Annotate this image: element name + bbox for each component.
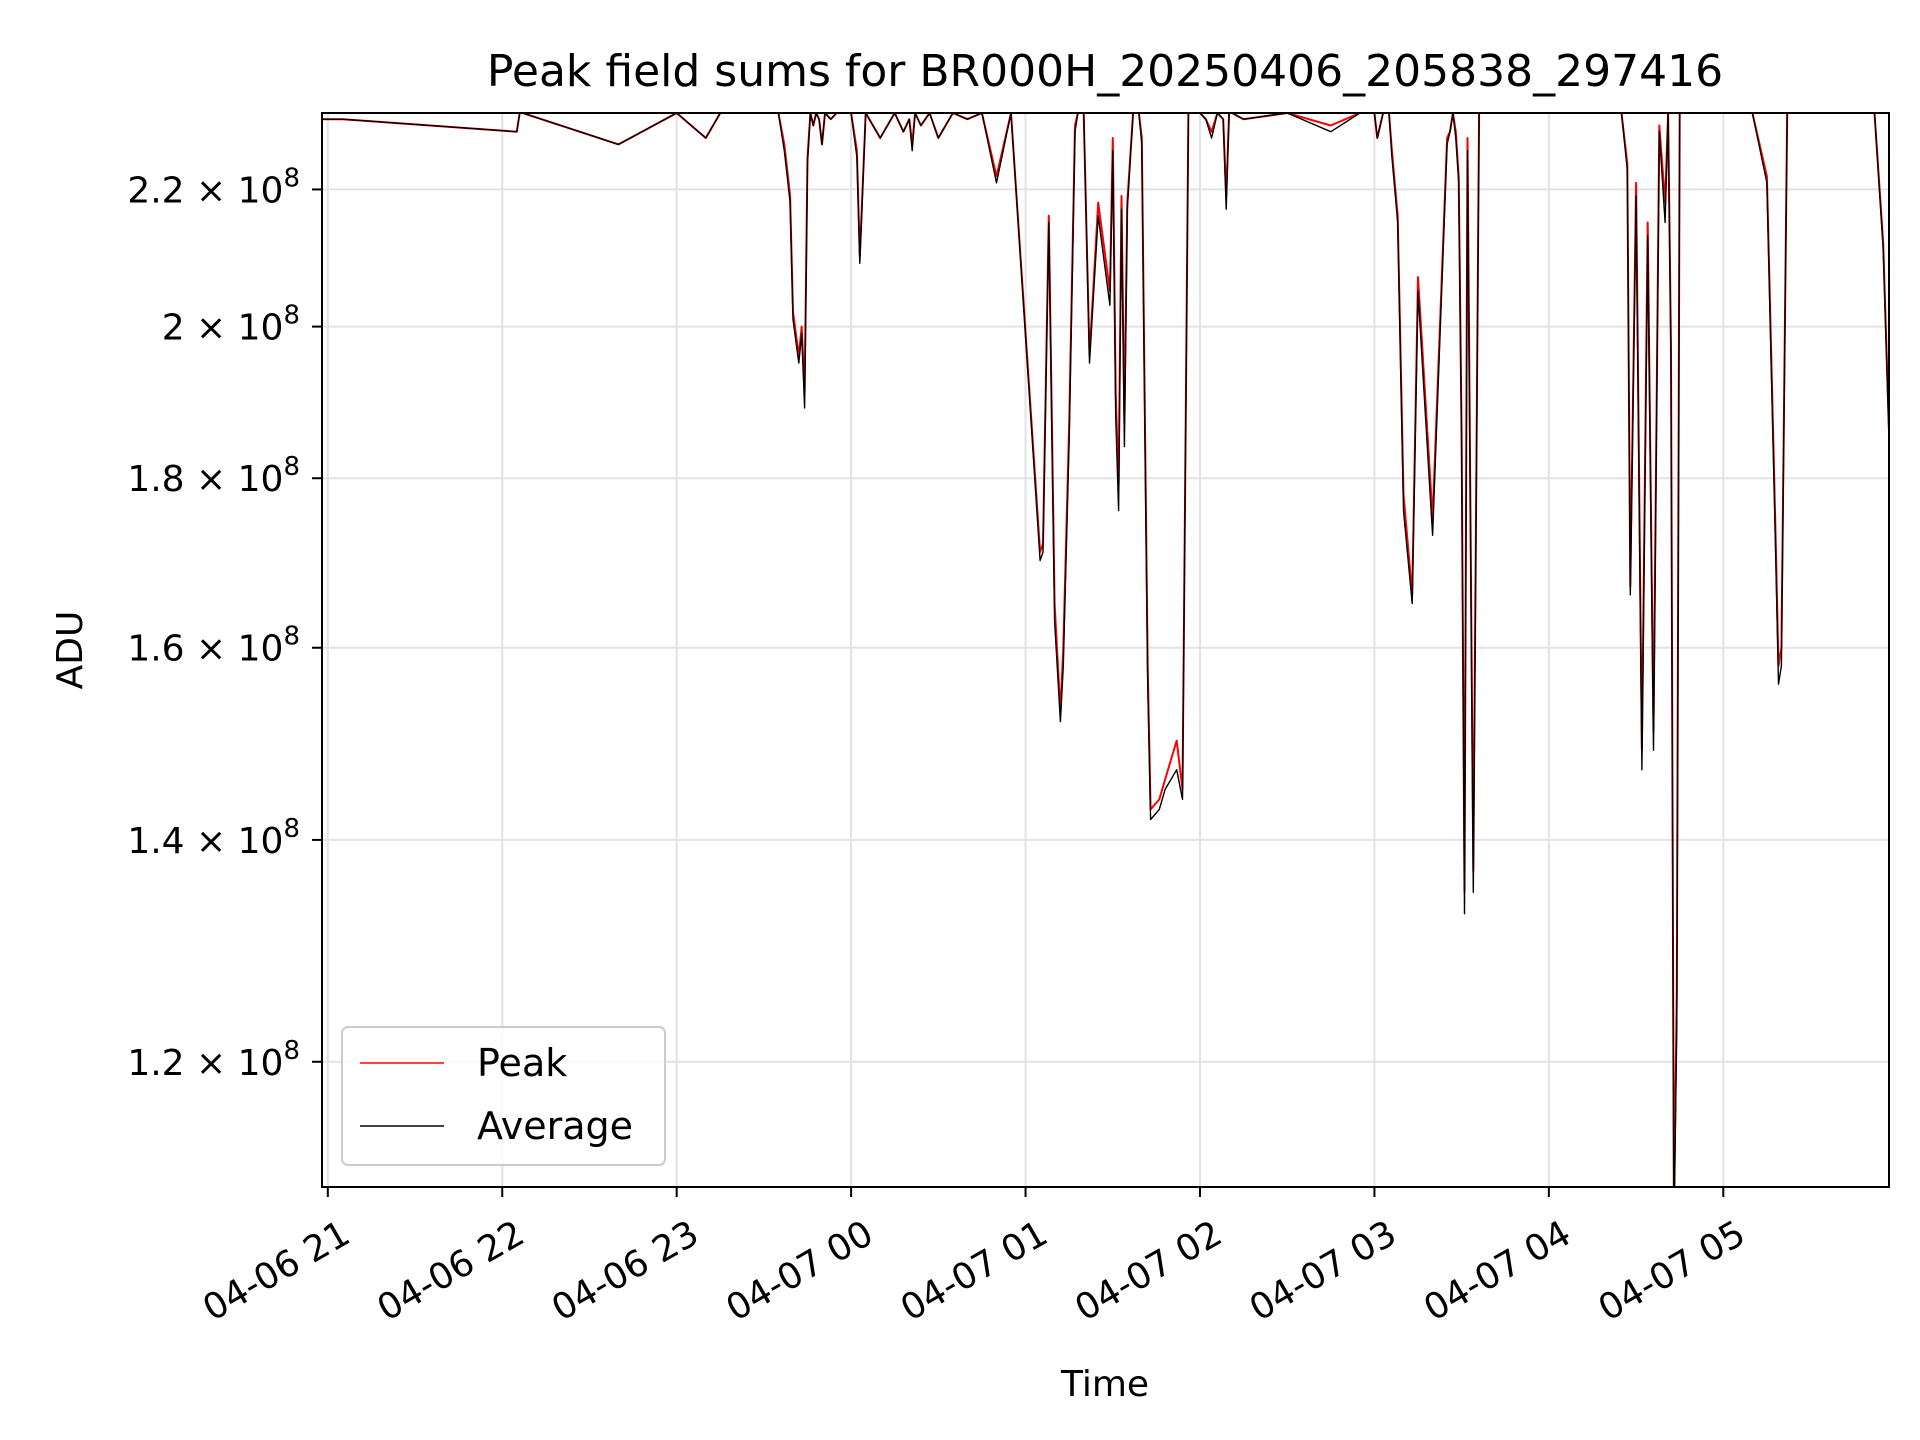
chart-title: Peak field sums for BR000H_20250406_2058… <box>487 46 1723 97</box>
series-line-average <box>322 113 1889 1187</box>
y-tick-label: 2 × 108 <box>162 301 300 349</box>
y-tick-label: 1.2 × 108 <box>127 1036 300 1084</box>
series-layer <box>322 113 1889 1187</box>
x-axis-label: Time <box>1060 1364 1149 1405</box>
legend: Peak Average <box>341 1026 666 1166</box>
legend-label-peak: Peak <box>477 1041 567 1085</box>
plot-frame <box>321 112 1890 1188</box>
y-tick-label: 1.6 × 108 <box>127 622 300 670</box>
legend-label-average: Average <box>477 1104 633 1148</box>
y-tick-label: 2.2 × 108 <box>127 163 300 211</box>
y-tick-label: 1.8 × 108 <box>127 452 300 500</box>
y-axis-ticks: 1.2 × 108 1.4 × 108 1.6 × 108 1.8 × 108 2 × … <box>127 163 322 1084</box>
y-axis-label: ADU <box>50 611 91 690</box>
legend-box <box>341 1026 666 1166</box>
y-tick-label: 1.4 × 108 <box>127 814 300 862</box>
